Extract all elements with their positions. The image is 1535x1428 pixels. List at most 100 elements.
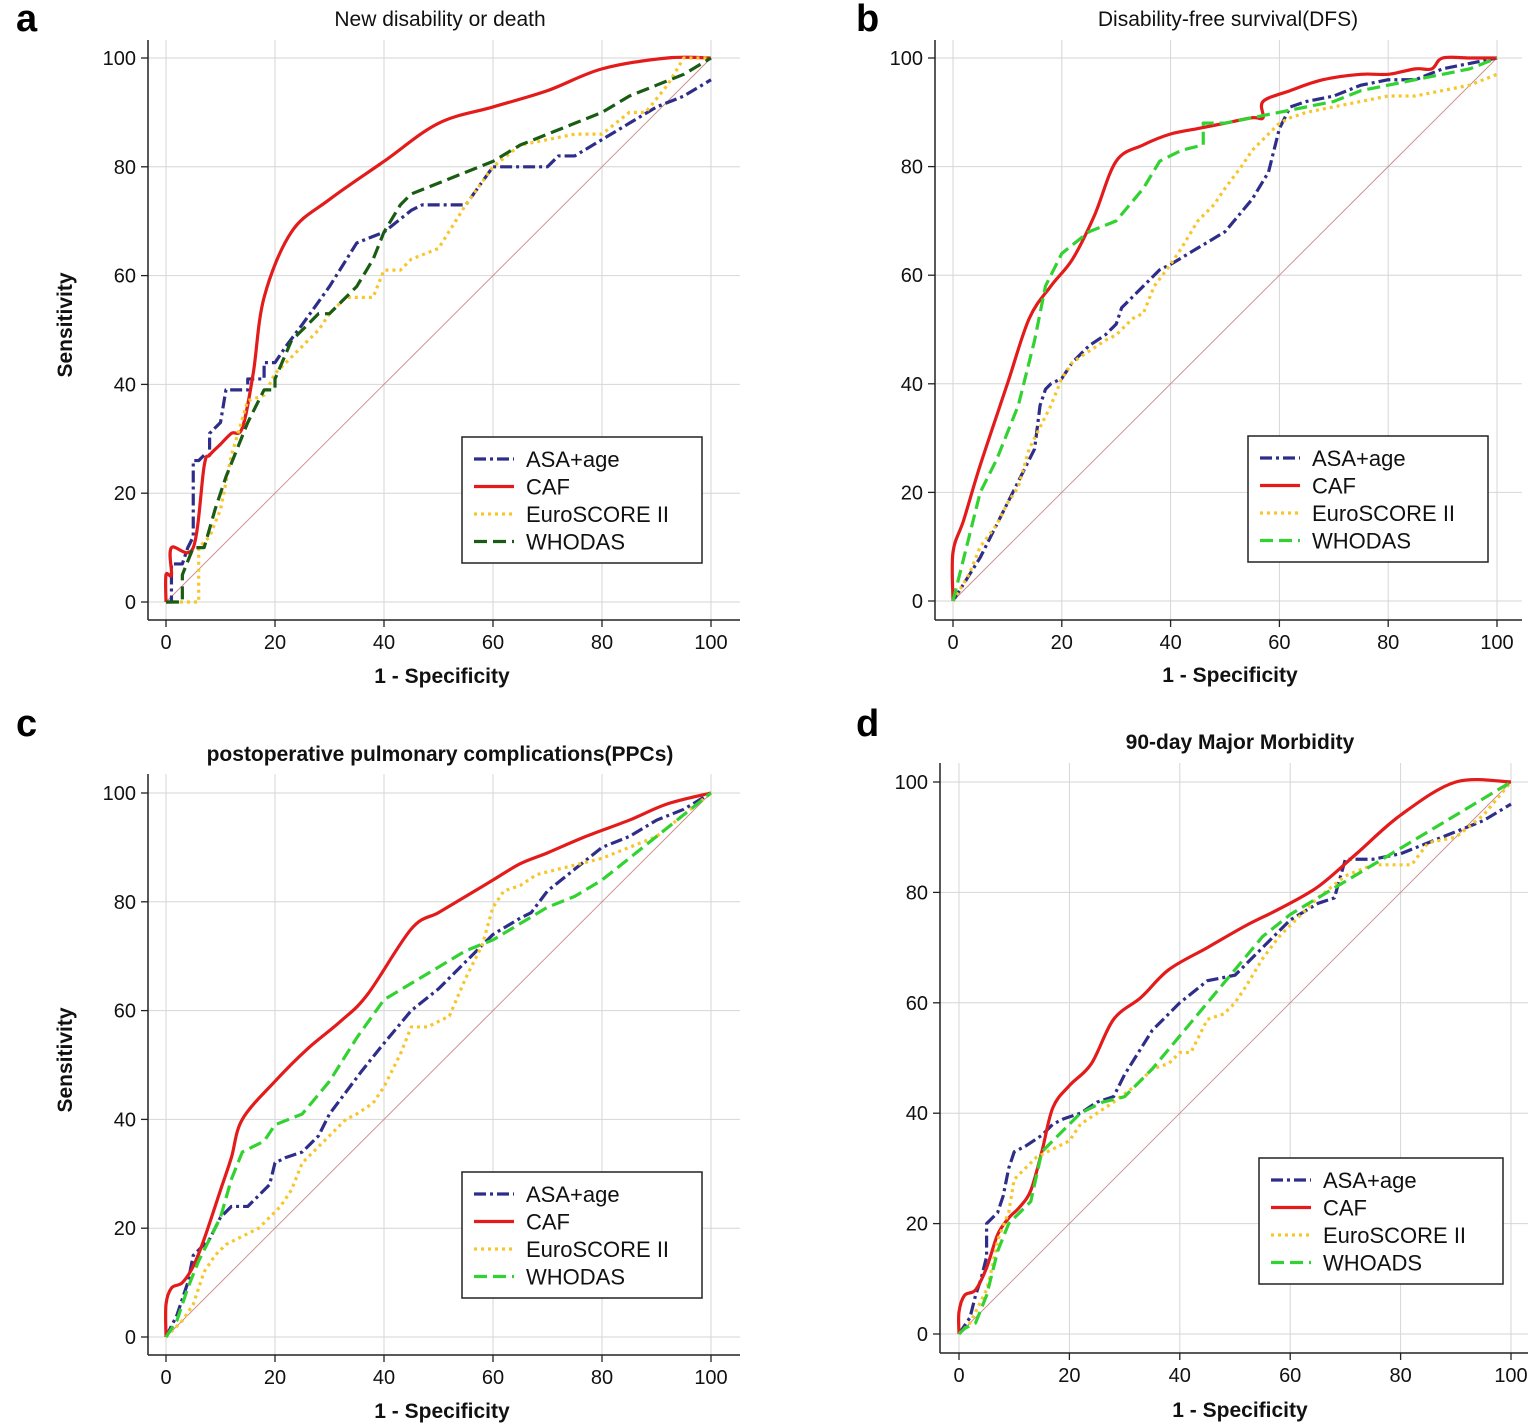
x-tick-label: 20: [264, 632, 286, 654]
y-tick-label: 60: [114, 266, 136, 288]
series-line-asa-age: [166, 78, 712, 604]
legend-label: ASA+age: [526, 1182, 620, 1207]
y-tick-label: 60: [114, 1001, 136, 1023]
legend-label: WHODAS: [1312, 529, 1411, 554]
panel-label-c: c: [16, 703, 38, 745]
series-line-whoads: [957, 780, 1512, 1336]
y-tick-label: 80: [901, 157, 923, 179]
reference-diagonal: [958, 781, 1512, 1335]
panel-label-a: a: [16, 0, 38, 40]
x-tick-label: 20: [1058, 1365, 1080, 1387]
y-tick-label: 100: [895, 772, 928, 794]
series-line-caf: [956, 777, 1512, 1335]
legend-label: ASA+age: [526, 447, 620, 472]
roc-chart-b: 0 20 40 60 80 100 0 20 40 60 80 100 Disability-free …: [890, 8, 1522, 687]
y-tick-label: 0: [917, 1324, 928, 1346]
series-group: [164, 55, 712, 604]
x-tick-label: 60: [1268, 632, 1290, 654]
x-tick-label: 40: [1169, 1365, 1191, 1387]
series-line-whodas: [951, 56, 1498, 602]
series-line-whodas: [166, 56, 712, 604]
series-line-caf: [950, 55, 1497, 602]
y-tick-label: 40: [114, 1109, 136, 1131]
x-tick-label: 40: [373, 1367, 395, 1389]
roc-chart-a: 0 20 40 60 80 100 0 20 40 60 80 100 New disability o…: [54, 8, 740, 688]
series-line-asa-age: [951, 56, 1498, 602]
series-line-euroscore-ii: [164, 791, 712, 1339]
y-axis-label: Sensitivity: [54, 1007, 77, 1112]
legend-label: EuroSCORE II: [1323, 1223, 1466, 1248]
x-tick-label: 20: [264, 1367, 286, 1389]
chart-title: New disability or death: [334, 8, 545, 31]
x-axis-label: 1 - Specificity: [1172, 1399, 1308, 1422]
chart-title: Disability-free survival(DFS): [1098, 8, 1358, 31]
legend-label: CAF: [526, 1210, 570, 1235]
chart-title: 90-day Major Morbidity: [1126, 731, 1355, 754]
series-group: [950, 55, 1498, 602]
reference-diagonal: [165, 792, 712, 1338]
x-tick-label: 20: [1051, 632, 1073, 654]
legend-label: EuroSCORE II: [526, 502, 669, 527]
x-tick-label: 60: [482, 1367, 504, 1389]
x-tick-label: 100: [694, 632, 727, 654]
series-line-caf: [164, 55, 712, 603]
x-tick-label: 40: [1159, 632, 1181, 654]
x-tick-label: 0: [160, 632, 171, 654]
roc-chart-c: 0 20 40 60 80 100 0 20 40 60 80 100 postoperative pu…: [54, 743, 740, 1423]
y-tick-label: 0: [125, 1327, 136, 1349]
legend-label: EuroSCORE II: [526, 1237, 669, 1262]
y-tick-label: 60: [901, 265, 923, 287]
y-tick-label: 20: [906, 1214, 928, 1236]
x-axis-label: 1 - Specificity: [374, 1400, 510, 1423]
y-tick-label: 0: [125, 592, 136, 614]
y-tick-label: 100: [103, 783, 136, 805]
y-tick-label: 40: [114, 374, 136, 396]
y-tick-label: 100: [103, 48, 136, 70]
x-tick-label: 0: [953, 1365, 964, 1387]
y-tick-label: 40: [906, 1103, 928, 1125]
series-group: [956, 777, 1513, 1336]
reference-diagonal: [952, 57, 1498, 602]
y-tick-label: 100: [890, 48, 923, 70]
series-line-asa-age: [164, 791, 712, 1338]
y-tick-label: 80: [906, 882, 928, 904]
x-tick-label: 80: [591, 1367, 613, 1389]
x-tick-label: 80: [591, 632, 613, 654]
series-line-asa-age: [957, 802, 1512, 1335]
legend-label: CAF: [1323, 1196, 1367, 1221]
x-tick-label: 100: [1480, 632, 1513, 654]
gridlines: [935, 40, 1522, 620]
series-line-whodas: [164, 791, 712, 1338]
gridlines: [940, 763, 1528, 1353]
y-tick-label: 0: [912, 591, 923, 613]
x-tick-label: 60: [1279, 1365, 1301, 1387]
y-tick-label: 20: [114, 1218, 136, 1240]
legend-label: CAF: [1312, 474, 1356, 499]
x-tick-label: 60: [482, 632, 504, 654]
legend-label: WHODAS: [526, 530, 625, 555]
x-axis-label: 1 - Specificity: [1162, 664, 1298, 687]
y-tick-label: 80: [114, 892, 136, 914]
x-tick-label: 80: [1389, 1365, 1411, 1387]
x-tick-label: 100: [1494, 1365, 1527, 1387]
x-tick-label: 80: [1377, 632, 1399, 654]
reference-diagonal: [165, 57, 712, 603]
y-tick-label: 20: [114, 483, 136, 505]
x-tick-label: 40: [373, 632, 395, 654]
x-tick-label: 0: [947, 632, 958, 654]
chart-title: postoperative pulmonary complications(PP…: [207, 743, 674, 766]
panel-label-b: b: [856, 0, 880, 40]
legend-label: ASA+age: [1323, 1168, 1417, 1193]
y-tick-label: 40: [901, 374, 923, 396]
roc-chart-d: 0 20 40 60 80 100 0 20 40 60 80 100 90-day Major Mor…: [895, 731, 1528, 1422]
legend-label: WHOADS: [1323, 1251, 1422, 1276]
x-axis-label: 1 - Specificity: [374, 665, 510, 688]
legend-label: CAF: [526, 475, 570, 500]
x-tick-label: 100: [694, 1367, 727, 1389]
panel-label-d: d: [856, 703, 880, 745]
series-line-euroscore-ii: [166, 56, 711, 604]
x-tick-label: 0: [160, 1367, 171, 1389]
series-line-caf: [164, 791, 712, 1338]
